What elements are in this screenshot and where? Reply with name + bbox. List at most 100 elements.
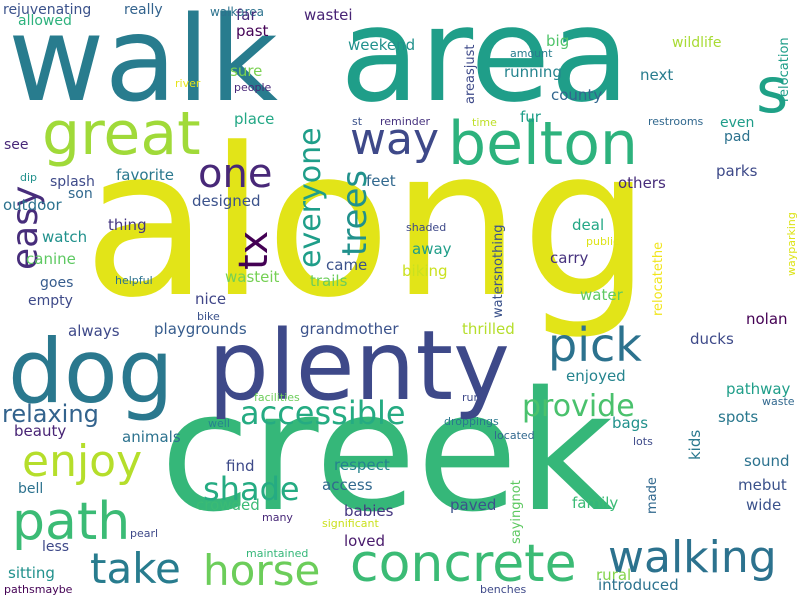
word-pathway: pathway <box>726 380 791 398</box>
word-came: came <box>326 256 368 274</box>
word-even: even <box>720 115 755 131</box>
word-along: along <box>83 105 652 343</box>
word-sound: sound <box>744 452 790 470</box>
word-always: always <box>68 322 120 340</box>
word-made: made <box>645 477 660 514</box>
word-access: access <box>322 476 373 494</box>
word-belton: belton <box>448 109 638 179</box>
word-designed: designed <box>192 192 261 210</box>
word-facilities: facilities <box>254 391 300 404</box>
word-mebut: mebut <box>738 476 787 494</box>
word-big: big <box>546 32 570 50</box>
word-trails: trails <box>310 272 348 290</box>
word-sure: sure <box>230 62 263 80</box>
word-bags: bags <box>612 414 649 432</box>
word-wayparking: wayparking <box>785 212 798 276</box>
word-pad: pad <box>724 129 751 145</box>
word-bell: bell <box>18 481 44 497</box>
word-provide: provide <box>522 389 635 424</box>
word-enjoy: enjoy <box>22 436 143 487</box>
word-empty: empty <box>28 293 73 309</box>
word-carry: carry <box>550 249 589 267</box>
word-path: path <box>12 492 131 552</box>
word-feet: feet <box>366 172 396 190</box>
word-ducks: ducks <box>690 330 734 348</box>
word-rural: rural <box>596 566 632 584</box>
word-crowded: crowded <box>196 496 260 514</box>
word-introduced: introduced <box>598 576 679 594</box>
word-benches: benches <box>480 583 527 596</box>
word-deal: deal <box>572 216 605 234</box>
word-area: area <box>340 0 630 131</box>
word-tx: tx <box>231 230 277 270</box>
word-waste: waste <box>762 395 795 408</box>
word-accessible: accessible <box>240 394 406 432</box>
word-rejuvenating: rejuvenating <box>3 2 92 18</box>
word-find: find <box>226 457 255 475</box>
word-wastei: wastei <box>304 6 353 24</box>
word-son: son <box>68 186 93 202</box>
word-running: running <box>504 63 562 81</box>
word-nolan: nolan <box>746 310 788 328</box>
word-paved: paved <box>450 496 497 514</box>
word-public: public <box>586 235 620 248</box>
word-great: great <box>42 99 201 169</box>
word-s: s <box>756 54 789 127</box>
word-droppings: droppings <box>444 415 499 428</box>
word-see: see <box>4 137 29 153</box>
word-horse: horse <box>203 546 321 595</box>
word-areasjust: areasjust <box>463 44 478 104</box>
word-amount: amount <box>510 47 553 60</box>
word-less: less <box>42 539 70 555</box>
word-weekend: weekend <box>348 36 416 54</box>
word-concrete: concrete <box>350 534 577 594</box>
word-located: located <box>494 429 535 442</box>
word-thing: thing <box>108 216 147 234</box>
word-splash: splash <box>50 174 95 190</box>
word-place: place <box>234 110 275 128</box>
word-walking: walking <box>608 532 777 583</box>
word-restrooms: restrooms <box>648 115 704 128</box>
word-take: take <box>90 544 181 593</box>
word-respect: respect <box>334 456 390 474</box>
word-wasteit: wasteit <box>225 268 280 286</box>
word-shaded: shaded <box>406 221 447 234</box>
word-sayingnot: sayingnot <box>509 480 524 544</box>
word-fur: fur <box>520 108 541 126</box>
word-wildlife: wildlife <box>672 35 722 51</box>
word-reminder: reminder <box>380 115 431 128</box>
word-water: water <box>580 286 623 304</box>
word-county: county <box>551 86 603 104</box>
word-thrilled: thrilled <box>462 320 515 338</box>
word-outdoor: outdoor <box>3 196 62 214</box>
word-loved: loved <box>344 532 385 550</box>
word-really: really <box>124 2 163 18</box>
word-watersnothing: watersnothing <box>491 224 506 318</box>
word-time: time <box>472 116 497 129</box>
word-st: st <box>352 115 363 128</box>
word-animals: animals <box>122 428 181 446</box>
word-way: way <box>350 114 439 165</box>
word-everyone: everyone <box>293 127 328 268</box>
word-others: others <box>618 174 666 192</box>
word-next: next <box>640 66 674 84</box>
word-shade: shade <box>203 470 300 508</box>
word-playgrounds: playgrounds <box>154 320 247 338</box>
word-walkarea: walkarea <box>210 5 264 19</box>
word-grandmother: grandmother <box>300 320 399 338</box>
word-beauty: beauty <box>14 422 67 440</box>
word-one: one <box>198 151 273 197</box>
word-watch: watch <box>42 228 88 246</box>
word-goes: goes <box>40 275 74 291</box>
word-river: river <box>175 77 201 90</box>
word-pearl: pearl <box>130 527 159 540</box>
word-maintained: maintained <box>246 547 309 560</box>
word-dip: dip <box>20 171 38 184</box>
word-creek: creek <box>160 356 614 548</box>
word-parks: parks <box>716 162 758 180</box>
word-significant: significant <box>322 517 379 530</box>
word-canine: canine <box>26 250 76 268</box>
word-lots: lots <box>633 435 653 448</box>
word-bike: bike <box>197 310 220 323</box>
